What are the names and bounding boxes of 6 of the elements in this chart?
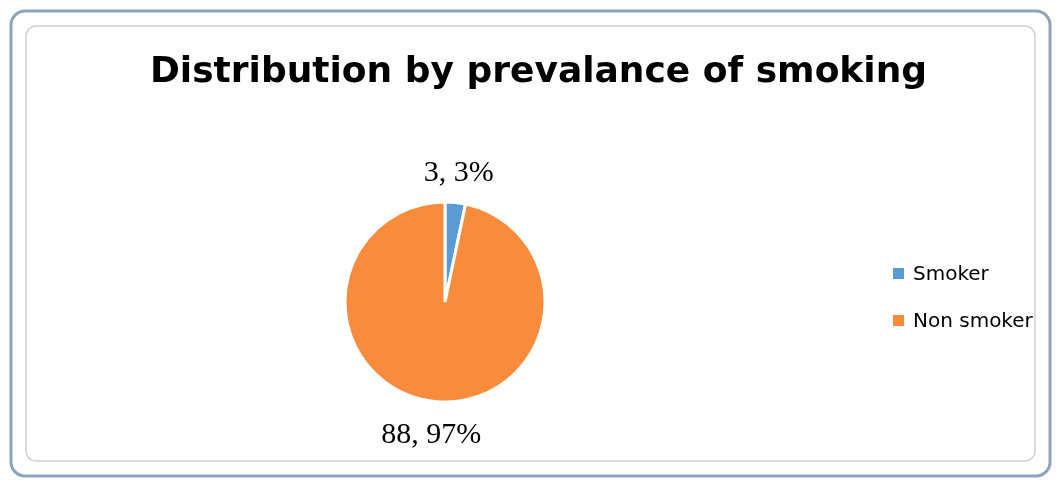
chart-title: Distribution by prevalance of smoking [149, 49, 928, 90]
data-label: 3, 3% [423, 153, 494, 187]
legend-label: Non smoker [913, 308, 1034, 332]
legend-label: Smoker [913, 261, 990, 285]
pie-slice [343, 200, 547, 404]
data-label: 88, 97% [381, 416, 482, 450]
